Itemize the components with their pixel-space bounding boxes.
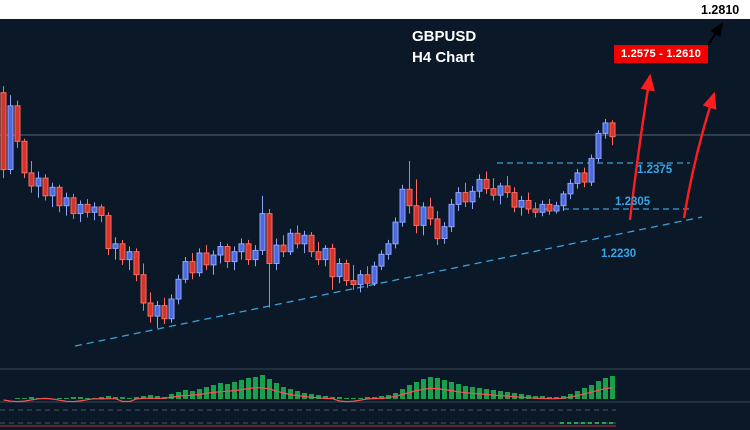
projected-price-label: 1.2810 <box>701 3 740 17</box>
ascending-trendline <box>74 216 703 347</box>
target-zone-badge: 1.2575 - 1.2610 <box>614 45 709 63</box>
top-margin-strip <box>0 0 750 19</box>
chart-timeframe: H4 Chart <box>412 49 475 66</box>
chart-symbol: GBPUSD <box>412 28 477 45</box>
signal-line <box>3 387 613 403</box>
trendline-level-label: 1.2230 <box>601 248 637 260</box>
projection-arrow-2 <box>682 91 717 219</box>
support-level-label: 1.2305 <box>615 196 651 208</box>
chart-title: GBPUSD H4 Chart <box>412 26 476 68</box>
projection-arrow-1 <box>628 73 655 221</box>
resistance-level-label: 1.2375 <box>637 164 673 176</box>
